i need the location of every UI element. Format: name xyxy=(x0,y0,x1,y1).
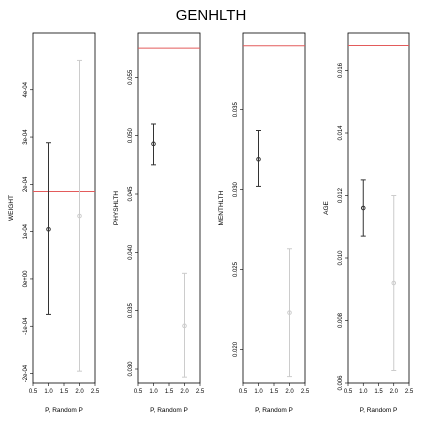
y-tick-label: 0.030 xyxy=(233,181,239,197)
y-tick-label: 0.035 xyxy=(128,302,134,318)
x-tick-label: 2.5 xyxy=(301,389,310,395)
point-p xyxy=(360,205,366,211)
point-p xyxy=(46,226,51,232)
panel-menthlth: 0.5 1.0 1.5 2.0 2.5 0.020 0.025 0.030 0.035 P, Ra… xyxy=(218,32,310,414)
panels: 0.5 1.0 1.5 2.0 2.5 -2e-04 -1e-04 0e+00 1e-04 2e-… xyxy=(8,32,414,414)
x-tick-label: 1.5 xyxy=(374,389,383,395)
panel-physhlth: 0.5 1.0 1.5 2.0 2.5 0.030 0.035 0.040 0.045 0.050… xyxy=(113,32,205,414)
y-tick-label: 3e-04 xyxy=(23,129,29,145)
x-tick-label: 1.0 xyxy=(254,389,263,395)
y-tick-label: 0.025 xyxy=(233,261,239,277)
x-tick-label: 2.0 xyxy=(285,389,294,395)
x-tick-label: 0.5 xyxy=(134,389,143,395)
x-axis-label: P, Random P xyxy=(45,407,83,414)
x-tick-label: 1.5 xyxy=(60,389,69,395)
y-tick-label: 0.055 xyxy=(128,69,134,85)
y-tick-label: 0.012 xyxy=(338,187,344,203)
x-tick-label: 2.0 xyxy=(75,389,84,395)
plot-frame xyxy=(137,32,201,384)
x-tick-label: 2.5 xyxy=(91,389,100,395)
x-tick-label: 2.5 xyxy=(196,389,205,395)
x-tick-label: 0.5 xyxy=(29,389,38,395)
plot-frame xyxy=(347,32,410,384)
x-tick-label: 2.5 xyxy=(405,389,414,395)
point-p xyxy=(256,156,261,162)
y-tick-label: 1e-04 xyxy=(23,223,29,239)
y-tick-label: 0.006 xyxy=(338,375,344,391)
y-axis-label: MENTHLTH xyxy=(218,190,225,225)
y-tick-label: -1e-04 xyxy=(23,317,29,335)
x-tick-label: 1.0 xyxy=(44,389,53,395)
y-tick-label: 0.016 xyxy=(338,62,344,78)
y-tick-label: 4e-04 xyxy=(23,81,29,97)
point-random-p xyxy=(77,213,82,219)
panel-age: 0.5 1.0 1.5 2.0 2.5 0.006 0.008 0.010 0.012 0.014… xyxy=(323,32,414,414)
panel-weight: 0.5 1.0 1.5 2.0 2.5 -2e-04 -1e-04 0e+00 1e-04 2e-… xyxy=(8,32,100,414)
x-tick-label: 1.5 xyxy=(165,389,174,395)
point-p xyxy=(151,141,156,147)
plot-frame xyxy=(242,32,306,384)
y-tick-label: 0e+00 xyxy=(23,270,29,288)
y-tick-label: 0.035 xyxy=(233,102,239,118)
y-tick-label: 0.008 xyxy=(338,312,344,328)
chart-title: GENHLTH xyxy=(176,7,247,24)
y-tick-label: 0.045 xyxy=(128,186,134,202)
x-tick-label: 2.0 xyxy=(390,389,399,395)
x-axis-label: P, Random P xyxy=(360,407,398,414)
y-axis-label: WEIGHT xyxy=(8,195,15,221)
x-tick-label: 1.0 xyxy=(149,389,158,395)
x-axis-label: P, Random P xyxy=(255,407,293,414)
y-tick-label: 0.040 xyxy=(128,244,134,260)
y-tick-label: 0.020 xyxy=(233,341,239,357)
y-tick-label: 0.010 xyxy=(338,250,344,266)
x-tick-label: 1.0 xyxy=(359,389,368,395)
y-tick-label: -2e-04 xyxy=(23,364,29,382)
x-axis-label: P, Random P xyxy=(150,407,188,414)
point-random-p xyxy=(391,280,397,286)
x-tick-label: 0.5 xyxy=(344,389,353,395)
y-axis-label: PHYSHLTH xyxy=(113,191,120,225)
y-tick-label: 0.050 xyxy=(128,127,134,143)
x-tick-label: 1.5 xyxy=(270,389,279,395)
plot-frame xyxy=(32,32,96,384)
point-random-p xyxy=(182,323,187,329)
x-tick-label: 0.5 xyxy=(239,389,248,395)
y-tick-label: 0.014 xyxy=(338,125,344,141)
y-tick-label: 2e-04 xyxy=(23,176,29,192)
y-axis-label: AGE xyxy=(323,200,330,214)
x-tick-label: 2.0 xyxy=(180,389,189,395)
y-tick-label: 0.030 xyxy=(128,361,134,377)
point-random-p xyxy=(287,310,292,315)
